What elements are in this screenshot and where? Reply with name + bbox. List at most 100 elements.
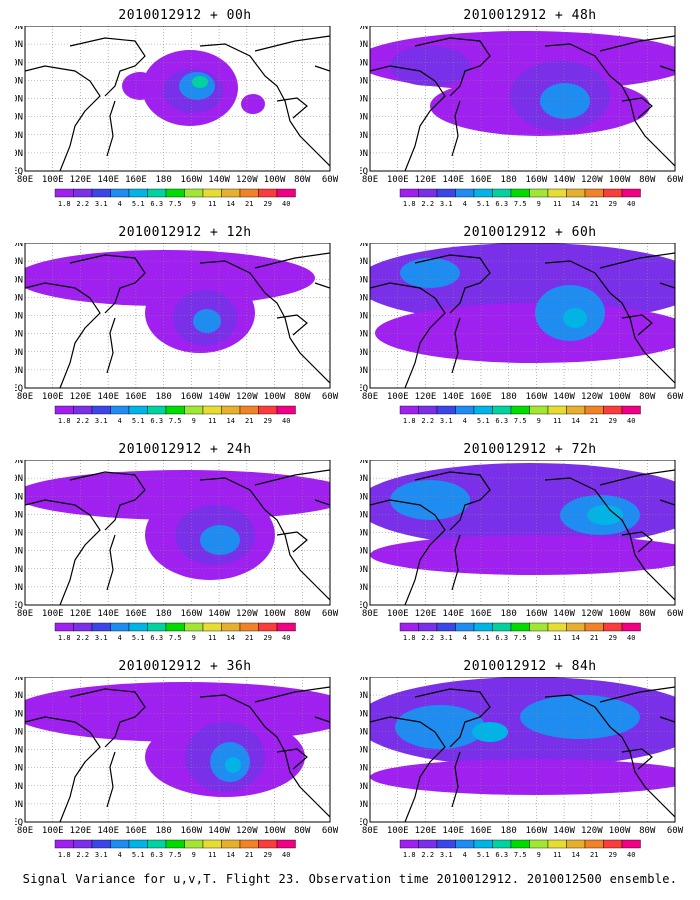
longitude-label: 180 (156, 609, 172, 619)
longitude-label: 120W (236, 175, 258, 185)
colorbar-swatch (165, 839, 185, 849)
colorbar-label: 14 (227, 851, 235, 859)
colorbar-label: 14 (572, 417, 580, 425)
latitude-label: 60N (15, 709, 23, 719)
colorbar-label: 21 (590, 200, 598, 208)
longitude-label: 100W (609, 609, 631, 619)
colorbar-label: 2.2 (421, 200, 434, 208)
longitude-label: 140E (97, 392, 119, 402)
colorbar-swatch (547, 622, 567, 632)
latitude-label: 70N (15, 474, 23, 484)
map-svg: 80N 70N 60N 50N 40N 30N 20N 10N EQ80E 100E 120E 140… (360, 460, 684, 642)
colorbar-swatch (399, 188, 419, 198)
latitude-label: 50N (360, 727, 368, 737)
colorbar-label: 29 (609, 634, 617, 642)
panel-title: 2010012912 + 84h (463, 659, 597, 674)
colorbar-swatch (473, 839, 493, 849)
colorbar-label: 9 (537, 634, 541, 642)
colorbar-label: 14 (572, 634, 580, 642)
colorbar-swatch (492, 188, 512, 198)
coastline (370, 716, 446, 822)
longitude-label: 100W (609, 175, 631, 185)
variance-contour (192, 76, 208, 88)
colorbar-swatch (603, 839, 623, 849)
longitude-label: 100E (387, 392, 409, 402)
latitude-label: 60N (15, 58, 23, 68)
longitude-label: 160W (181, 175, 203, 185)
map-svg: 80N 70N 60N 50N 40N 30N 20N 10N EQ80E 100E 120E 140… (15, 677, 339, 859)
colorbar-label: 1.8 (403, 200, 416, 208)
longitude-label: 60W (322, 392, 339, 402)
colorbar-swatch (418, 622, 438, 632)
colorbar-label: 3.1 (95, 851, 108, 859)
map-panel: 2010012912 + 36h 80N 70N 60N 50N 40N 30N 20N 10… (15, 659, 355, 874)
colorbar-label: 4 (463, 417, 467, 425)
colorbar-swatch (276, 839, 296, 849)
longitude-label: 160W (526, 826, 548, 836)
colorbar-label: 2.2 (421, 417, 434, 425)
latitude-label: EQ (15, 818, 23, 828)
coastline (451, 317, 461, 374)
panel-title: 2010012912 + 48h (463, 8, 597, 23)
colorbar-label: 14 (227, 200, 235, 208)
latitude-label: 30N (15, 764, 23, 774)
colorbar-label: 4 (118, 634, 122, 642)
colorbar: 1.8 2.2 3.1 4 5.1 6.3 7.5 9 11 14 21 29 40 (54, 839, 296, 859)
coastline (106, 534, 116, 591)
longitude-label: 140E (442, 609, 464, 619)
coastline (599, 35, 675, 52)
coastline (314, 716, 330, 723)
colorbar-label: 29 (264, 634, 272, 642)
longitude-label: 120E (415, 392, 437, 402)
variance-contour (241, 94, 265, 114)
longitude-label: 120E (70, 609, 92, 619)
colorbar-label: 11 (208, 200, 216, 208)
variance-contour (472, 722, 508, 742)
longitude-label: 160E (470, 175, 492, 185)
colorbar-swatch (399, 405, 419, 415)
colorbar-swatch (399, 839, 419, 849)
longitude-label: 80W (294, 175, 311, 185)
longitude-label: 180 (501, 175, 517, 185)
latitude-label: 10N (15, 149, 23, 159)
map-panel: 2010012912 + 72h 80N 70N 60N 50N 40N 30N 20N 10… (360, 442, 700, 657)
colorbar-label: 21 (590, 417, 598, 425)
colorbar-swatch (73, 405, 93, 415)
variance-contour (390, 480, 470, 520)
colorbar-label: 7.5 (514, 634, 527, 642)
coastline (599, 686, 675, 703)
colorbar-swatch (566, 839, 586, 849)
colorbar-swatch (436, 622, 456, 632)
map-frame (369, 243, 676, 389)
colorbar-swatch (128, 622, 148, 632)
latitude-label: 10N (15, 583, 23, 593)
colorbar-swatch (436, 405, 456, 415)
panel-title: 2010012912 + 36h (118, 659, 252, 674)
colorbar-swatch (165, 405, 185, 415)
coastline (659, 499, 675, 506)
coastline (621, 748, 653, 770)
longitude-label: 80E (17, 609, 33, 619)
latitude-label: EQ (15, 384, 23, 394)
coastline (544, 477, 675, 601)
colorbar-swatch (147, 188, 167, 198)
colorbar-label: 40 (282, 634, 290, 642)
longitude-label: 160E (470, 609, 492, 619)
longitude-label: 80E (362, 609, 378, 619)
colorbar-swatch (473, 188, 493, 198)
colorbar-label: 3.1 (440, 851, 453, 859)
colorbar-label: 4 (463, 200, 467, 208)
longitude-label: 100E (42, 826, 64, 836)
latitude-label: 20N (360, 782, 368, 792)
latitude-label: 70N (360, 474, 368, 484)
longitude-label: 120W (236, 392, 258, 402)
colorbar-swatch (621, 622, 641, 632)
longitude-label: 160W (181, 392, 203, 402)
colorbar-label: 29 (264, 200, 272, 208)
latitude-label: 40N (360, 95, 368, 105)
colorbar-label: 9 (537, 851, 541, 859)
longitude-label: 120E (415, 609, 437, 619)
longitude-label: 140W (553, 826, 575, 836)
latitude-label: 70N (15, 691, 23, 701)
colorbar-swatch (184, 188, 204, 198)
